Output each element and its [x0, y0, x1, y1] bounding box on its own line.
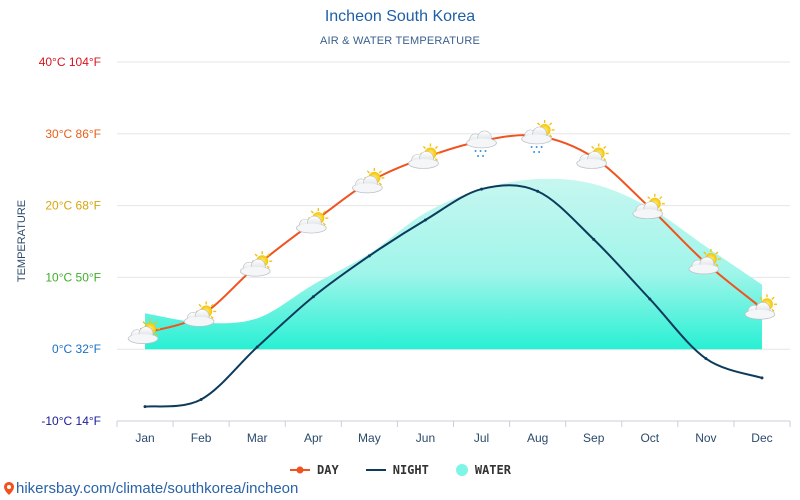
partly-cloudy-icon	[688, 249, 721, 275]
night-point	[648, 297, 652, 301]
y-tick-label: 10°C 50°F	[45, 270, 101, 284]
water-area	[145, 178, 762, 350]
night-point	[367, 254, 371, 258]
partly-cloudy-icon	[127, 318, 161, 344]
partly-cloudy-icon	[239, 251, 273, 277]
legend-day-label: DAY	[317, 463, 339, 477]
night-point	[592, 237, 596, 241]
partly-cloudy-icon	[295, 208, 329, 234]
water-point	[423, 211, 427, 215]
x-tick-label: May	[358, 431, 381, 445]
y-tick-label: 40°C 104°F	[39, 55, 101, 69]
x-tick-label: Sep	[583, 431, 605, 445]
partly-cloudy-icon	[408, 143, 441, 169]
source-link[interactable]: hikersbay.com/climate/southkorea/incheon	[4, 480, 298, 497]
location-pin-icon	[4, 482, 14, 495]
legend-water[interactable]: WATER	[455, 463, 511, 477]
water-point	[704, 245, 708, 249]
night-point	[311, 295, 315, 299]
night-point	[255, 345, 259, 349]
x-tick-label: Mar	[247, 431, 268, 445]
legend-night-label: NIGHT	[392, 463, 429, 477]
axis-layer: 40°C 104°F 30°C 86°F 20°C 68°F 10°C 50°F 0°C…	[39, 55, 791, 445]
x-tick-label: Oct	[640, 431, 659, 445]
source-url: hikersbay.com/climate/southkorea/incheon	[16, 480, 299, 497]
legend-water-marker	[455, 464, 468, 476]
chart-title: Incheon South Korea	[324, 8, 476, 25]
night-point	[760, 376, 764, 380]
water-point	[536, 177, 540, 181]
water-point	[255, 316, 259, 320]
partly-cloudy-icon	[576, 143, 609, 169]
night-point	[143, 405, 147, 409]
partly-cloudy-icon	[744, 294, 777, 320]
partly-cloudy-icon	[183, 301, 217, 327]
night-point	[199, 397, 203, 401]
night-point	[704, 357, 708, 361]
partly-cloudy-icon	[632, 193, 665, 220]
water-point	[592, 182, 596, 186]
legend-night[interactable]: NIGHT	[365, 463, 429, 477]
y-tick-label: 20°C 68°F	[45, 199, 101, 213]
y-tick-label: -10°C 14°F	[41, 414, 101, 428]
night-point	[423, 218, 427, 222]
y-tick-label: 30°C 86°F	[45, 127, 101, 141]
x-tick-label: Jun	[416, 431, 435, 445]
x-tick-label: Apr	[304, 431, 323, 445]
x-tick-label: Dec	[751, 431, 772, 445]
legend-night-marker	[365, 469, 386, 471]
water-area-layer	[143, 177, 764, 350]
legend-day-marker	[290, 466, 311, 474]
night-point	[536, 189, 540, 193]
rain-cloud-sun-icon	[521, 119, 555, 153]
y-tick-label: 0°C 32°F	[52, 342, 101, 356]
x-tick-label: Jul	[474, 431, 489, 445]
legend-day[interactable]: DAY	[289, 463, 339, 477]
chart-legend: DAY NIGHT WATER	[0, 463, 800, 477]
chart-subtitle: AIR & WATER TEMPERATURE	[319, 35, 481, 47]
x-tick-label: Jan	[135, 431, 154, 445]
water-point	[311, 283, 315, 287]
water-point	[143, 311, 147, 315]
partly-cloudy-icon	[352, 167, 385, 194]
x-tick-label: Nov	[695, 431, 716, 445]
weather-icon-layer	[127, 119, 777, 344]
rain-cloud-icon	[466, 130, 497, 157]
x-tick-label: Aug	[527, 431, 548, 445]
x-tick-label: Feb	[191, 431, 212, 445]
y-axis-label: TEMPERATURE	[16, 200, 28, 282]
legend-water-label: WATER	[474, 463, 511, 477]
night-point	[480, 187, 484, 191]
water-point	[760, 283, 764, 287]
